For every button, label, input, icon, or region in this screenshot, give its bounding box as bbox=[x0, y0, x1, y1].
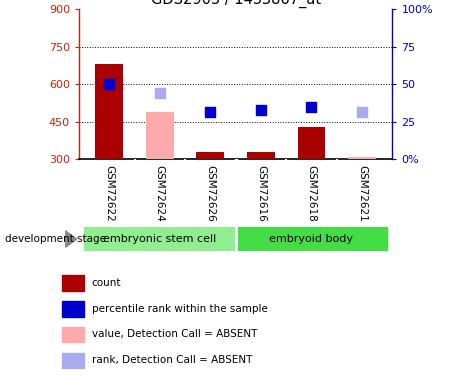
Point bbox=[156, 90, 163, 96]
Bar bbox=[298, 127, 325, 159]
Bar bbox=[146, 112, 174, 159]
Text: development stage: development stage bbox=[5, 234, 106, 244]
Bar bbox=[62, 327, 84, 342]
Bar bbox=[62, 275, 84, 291]
Text: GSM72621: GSM72621 bbox=[357, 165, 367, 222]
Text: value, Detection Call = ABSENT: value, Detection Call = ABSENT bbox=[92, 330, 257, 339]
Text: embryoid body: embryoid body bbox=[270, 234, 354, 244]
Point bbox=[258, 107, 265, 113]
Polygon shape bbox=[65, 231, 77, 248]
Bar bbox=[84, 227, 236, 251]
Bar bbox=[95, 64, 123, 159]
Point bbox=[207, 109, 214, 115]
Text: GSM72626: GSM72626 bbox=[205, 165, 216, 222]
Text: embryonic stem cell: embryonic stem cell bbox=[103, 234, 216, 244]
Bar bbox=[348, 157, 376, 159]
Bar bbox=[247, 152, 275, 159]
Bar bbox=[197, 152, 224, 159]
Text: count: count bbox=[92, 278, 121, 288]
Title: GDS2905 / 1433867_at: GDS2905 / 1433867_at bbox=[151, 0, 321, 8]
Bar bbox=[62, 352, 84, 368]
Point bbox=[359, 110, 366, 116]
Text: GSM72624: GSM72624 bbox=[155, 165, 165, 222]
Text: GSM72622: GSM72622 bbox=[104, 165, 114, 222]
Bar bbox=[236, 227, 387, 251]
Text: GSM72618: GSM72618 bbox=[307, 165, 317, 222]
Text: percentile rank within the sample: percentile rank within the sample bbox=[92, 304, 268, 313]
Text: rank, Detection Call = ABSENT: rank, Detection Call = ABSENT bbox=[92, 356, 252, 365]
Point bbox=[308, 104, 315, 110]
Text: GSM72616: GSM72616 bbox=[256, 165, 266, 222]
Bar bbox=[62, 301, 84, 316]
Point bbox=[106, 81, 113, 87]
